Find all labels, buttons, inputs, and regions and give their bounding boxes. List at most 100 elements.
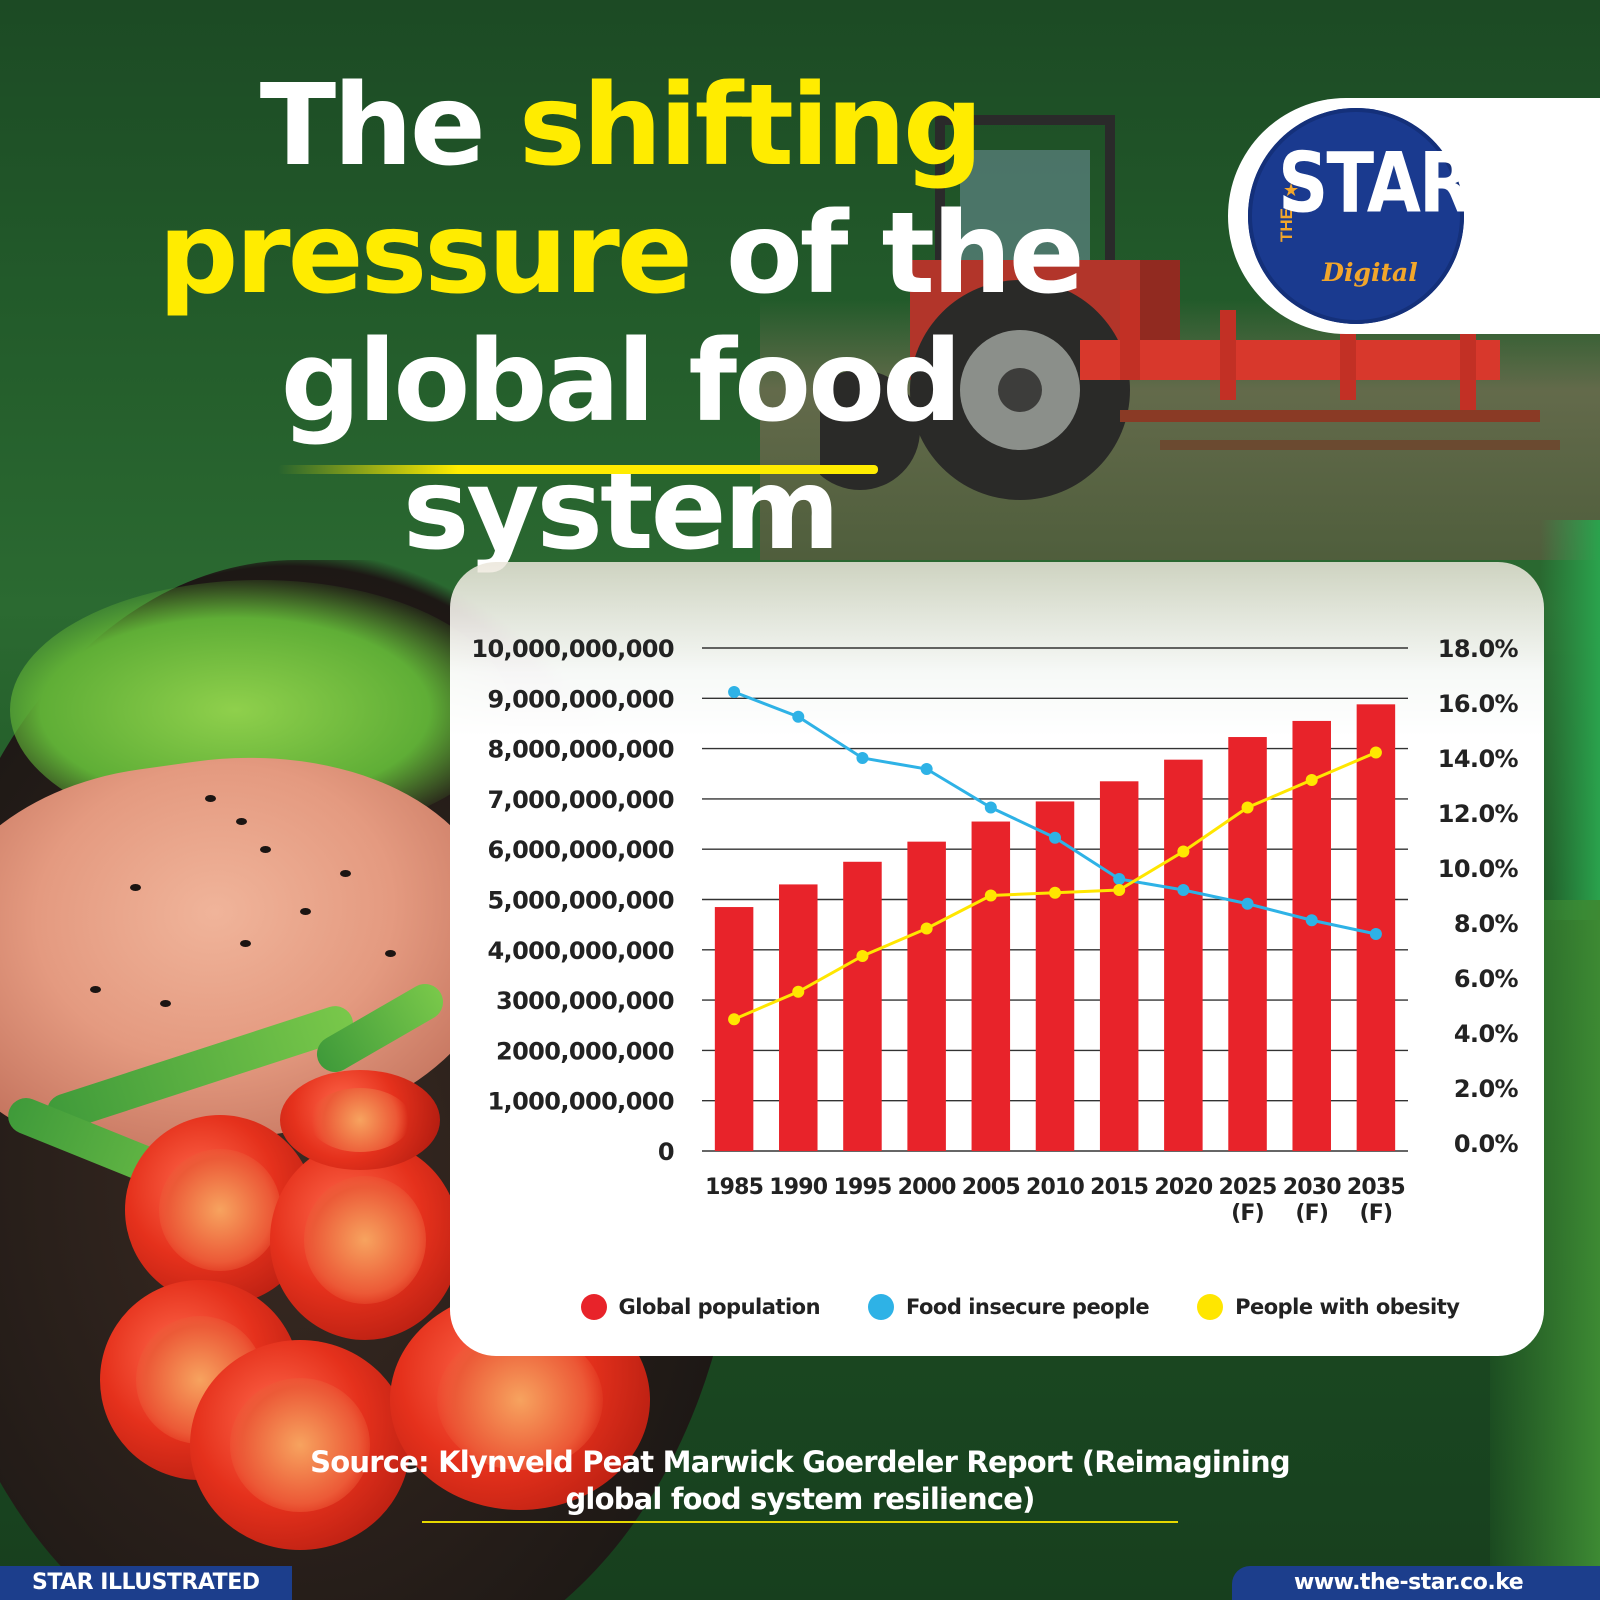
y-left-tick-label: 2000,000,000 xyxy=(496,1037,674,1065)
obesity-point xyxy=(1241,801,1254,814)
tomato-image xyxy=(270,1140,460,1340)
x-tick-label: 2015 xyxy=(1090,1175,1148,1200)
food-insecure-point xyxy=(792,710,805,723)
bar-global-population xyxy=(1099,781,1139,1151)
food-insecure-point xyxy=(1305,914,1318,927)
y-left-tick-label: 0 xyxy=(658,1138,674,1166)
sesame-seed xyxy=(340,870,351,877)
y-left-tick-label: 1,000,000,000 xyxy=(487,1088,674,1116)
food-insecure-point xyxy=(1049,831,1061,844)
chart-legend: Global population Food insecure people P… xyxy=(0,1294,1600,1320)
y-right-tick-label: 12.0% xyxy=(1438,800,1519,828)
x-tick-label: 2030 (F) xyxy=(1283,1175,1342,1226)
source-note: Source: Klynveld Peat Marwick Goerdeler … xyxy=(300,1444,1300,1518)
y-right-tick-label: 6.0% xyxy=(1454,965,1519,993)
x-tick-label: 2035 (F) xyxy=(1347,1175,1405,1226)
legend-item-food-insecure: Food insecure people xyxy=(868,1294,1150,1320)
source-text: global food system resilience) xyxy=(565,1482,1035,1516)
tractor-illustration xyxy=(820,115,1560,500)
x-tick-label: 2005 xyxy=(962,1175,1020,1200)
sesame-seed xyxy=(205,795,216,802)
y-right-tick-label: 0.0% xyxy=(1454,1130,1519,1158)
source-text: Klynveld Peat Marwick Goerdeler Report (… xyxy=(428,1445,1291,1479)
logo-digital-text: Digital xyxy=(1322,258,1418,287)
y-right-tick-label: 16.0% xyxy=(1438,690,1519,718)
legend-dot-yellow xyxy=(1197,1294,1224,1320)
source-label: Source: xyxy=(310,1445,429,1479)
y-right-tick-label: 8.0% xyxy=(1454,910,1519,938)
sesame-seed xyxy=(130,884,141,891)
bar-global-population xyxy=(779,884,818,1151)
title-text: The xyxy=(259,61,519,191)
x-tick-label: 2010 xyxy=(1026,1175,1085,1200)
bar-global-population xyxy=(1292,720,1331,1151)
source-divider xyxy=(422,1521,1178,1523)
x-tick-label: 2020 xyxy=(1154,1175,1213,1200)
food-insecure-point xyxy=(920,763,933,775)
sesame-seed xyxy=(90,986,101,993)
bar-global-population xyxy=(843,861,882,1151)
bar-global-population xyxy=(1164,759,1203,1151)
y-right-tick-label: 10.0% xyxy=(1438,855,1519,883)
y-right-tick-label: 14.0% xyxy=(1438,745,1519,773)
legend-item-obesity: People with obesity xyxy=(1197,1294,1460,1320)
title-underline xyxy=(278,465,878,474)
green-edge xyxy=(1540,520,1600,920)
obesity-point xyxy=(984,889,997,902)
sesame-seed xyxy=(236,818,247,825)
bar-global-population xyxy=(1228,737,1267,1151)
legend-label: Global population xyxy=(618,1295,821,1319)
star-digital-logo xyxy=(1248,108,1464,324)
x-tick-label: 2000 xyxy=(898,1175,957,1200)
footer-brand: STAR ILLUSTRATED xyxy=(0,1566,292,1600)
obesity-point xyxy=(1305,774,1318,786)
obesity-point xyxy=(1049,886,1061,899)
food-insecure-point xyxy=(984,801,997,814)
food-insecure-point xyxy=(1113,873,1126,885)
food-insecure-point xyxy=(728,686,741,698)
y-right-tick-label: 2.0% xyxy=(1454,1075,1519,1103)
x-tick-label: 1985 xyxy=(705,1175,763,1200)
bar-global-population xyxy=(714,907,754,1151)
footer-website-link[interactable]: www.the-star.co.ke xyxy=(1232,1566,1600,1600)
title-highlight: shifting xyxy=(518,61,983,191)
food-insecure-point xyxy=(1177,884,1190,896)
tomato-image xyxy=(280,1070,440,1170)
y-left-tick-label: 10,000,000,000 xyxy=(471,635,674,663)
sesame-seed xyxy=(160,1000,171,1007)
sesame-seed xyxy=(300,908,311,915)
y-left-tick-label: 4,000,000,000 xyxy=(487,937,674,965)
obesity-point xyxy=(856,950,869,962)
legend-dot-red xyxy=(580,1294,607,1320)
obesity-point xyxy=(792,985,805,998)
star-icon: ★ xyxy=(1283,180,1300,200)
legend-label: Food insecure people xyxy=(906,1295,1150,1319)
obesity-point xyxy=(1113,884,1126,896)
y-left-tick-label: 5,000,000,000 xyxy=(487,887,674,915)
bar-global-population xyxy=(907,841,946,1151)
x-tick-label: 1990 xyxy=(769,1175,828,1200)
logo-star-text: STAR xyxy=(1278,134,1473,232)
sesame-seed xyxy=(385,950,396,957)
sesame-seed xyxy=(240,940,251,947)
obesity-point xyxy=(920,922,933,935)
food-insecure-point xyxy=(856,752,869,764)
y-left-tick-label: 8,000,000,000 xyxy=(487,736,674,764)
legend-item-population: Global population xyxy=(580,1294,821,1320)
food-insecure-point xyxy=(1369,928,1382,940)
bar-global-population xyxy=(1035,801,1075,1151)
y-left-tick-label: 6,000,000,000 xyxy=(487,836,674,864)
bar-global-population xyxy=(971,821,1011,1151)
food-insecure-point xyxy=(1241,897,1254,910)
x-tick-label: 2025 (F) xyxy=(1219,1175,1277,1226)
x-tick-label: 1995 xyxy=(833,1175,891,1200)
y-left-tick-label: 9,000,000,000 xyxy=(487,685,674,713)
y-right-tick-label: 18.0% xyxy=(1438,635,1519,663)
y-left-tick-label: 3000,000,000 xyxy=(496,987,674,1015)
legend-dot-blue xyxy=(868,1294,895,1320)
obesity-point xyxy=(1369,746,1382,759)
y-right-tick-label: 4.0% xyxy=(1454,1020,1519,1048)
bar-global-population xyxy=(1356,704,1396,1151)
sesame-seed xyxy=(260,846,271,853)
